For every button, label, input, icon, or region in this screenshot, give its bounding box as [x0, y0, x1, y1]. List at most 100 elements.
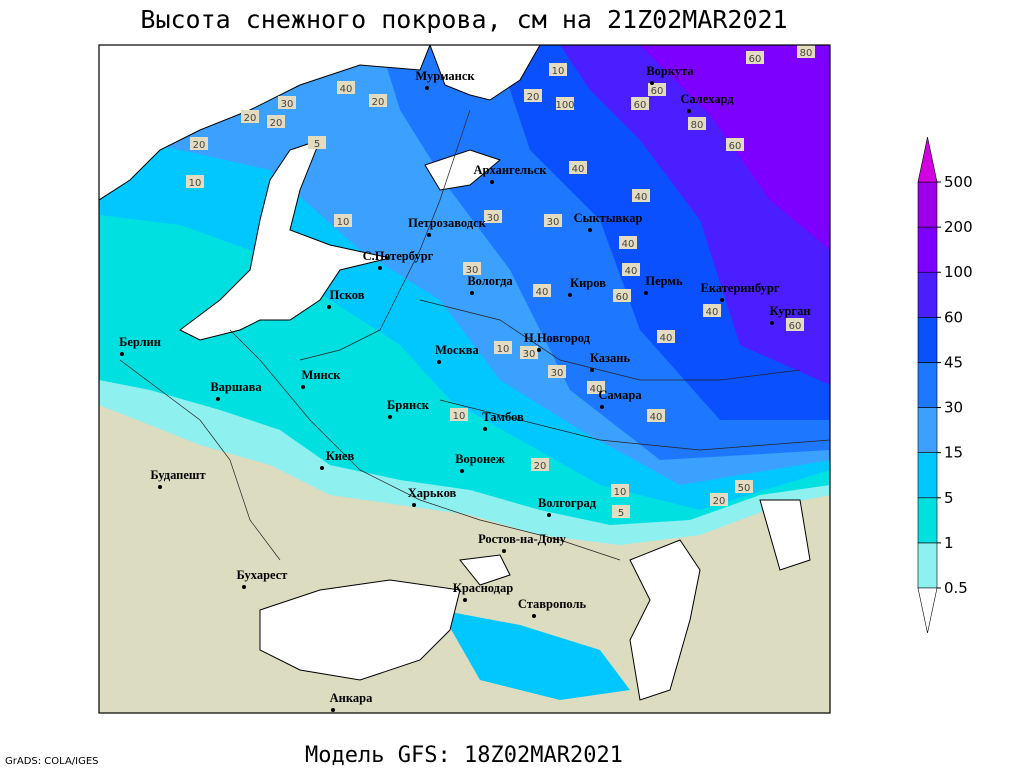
- contour-label-box: [549, 63, 567, 76]
- contour-label-box: [267, 115, 285, 128]
- city-label: Казань: [590, 351, 631, 365]
- legend-label: 0.5: [944, 579, 968, 597]
- city-label: Волгоград: [538, 496, 597, 510]
- contour-label-box: [631, 97, 649, 110]
- city-dot: [463, 598, 467, 602]
- snow-zone: [440, 610, 630, 700]
- city-label: Харьков: [408, 486, 457, 500]
- contour-label-box: [622, 263, 640, 276]
- contour-label: 20: [372, 97, 385, 108]
- legend-swatch: [917, 317, 938, 363]
- contour-label-box: [308, 136, 326, 149]
- contour-label-box: [587, 381, 605, 394]
- contour-label: 80: [800, 48, 813, 59]
- contour-label: 30: [547, 217, 560, 228]
- legend-under: [917, 587, 938, 634]
- legend-label: 200: [944, 218, 973, 236]
- city-label: Тамбов: [482, 410, 524, 424]
- contour-label-box: [524, 89, 542, 102]
- contour-label-box: [450, 408, 468, 421]
- contour-label: 20: [244, 113, 257, 124]
- contour-label: 60: [634, 100, 647, 111]
- contour-label: 30: [487, 213, 500, 224]
- contour-label-box: [647, 409, 665, 422]
- legend-over: [917, 136, 938, 183]
- contour-label-box: [612, 505, 630, 518]
- sea: [429, 45, 541, 101]
- sea: [179, 139, 391, 341]
- contour-label: 5: [618, 508, 624, 519]
- city-dot: [644, 291, 648, 295]
- map: 10 20 60 100 80 40 20 20 60 60 80 60 20 5 20 30 10 40 40 30…: [99, 45, 830, 713]
- contour-label-box: [611, 484, 629, 497]
- credit: GrADS: COLA/IGES: [5, 756, 99, 767]
- city-dot: [588, 228, 592, 232]
- title: Высота снежного покрова, см на 21Z02MAR2…: [140, 5, 787, 34]
- legend-swatch: [917, 181, 938, 228]
- contour-label-box: [190, 137, 208, 150]
- legend-label: 5: [944, 489, 954, 507]
- legend-swatch: [917, 542, 938, 589]
- city-label: Варшава: [210, 380, 262, 394]
- subtitle: Модель GFS: 18Z02MAR2021: [305, 743, 623, 768]
- city-dot: [502, 549, 506, 553]
- city-label: Мурманск: [415, 69, 475, 83]
- city-label: Екатеринбург: [701, 281, 780, 295]
- contour-label-box: [241, 110, 259, 123]
- city-label: Бухарест: [237, 568, 288, 582]
- contour-label: 60: [651, 86, 664, 97]
- city-label: Киров: [570, 276, 606, 290]
- contour-label: 30: [551, 368, 564, 379]
- contour-label: 40: [625, 266, 638, 277]
- city-dot: [158, 485, 162, 489]
- city-dot: [327, 305, 331, 309]
- city-label: Берлин: [119, 335, 161, 349]
- sea: [259, 579, 461, 681]
- city-dot: [490, 180, 494, 184]
- contour-label-box: [632, 189, 650, 202]
- city-dot: [412, 503, 416, 507]
- map-frame: [98, 44, 831, 714]
- contour-label-box: [613, 289, 631, 302]
- contour-label: 20: [270, 118, 283, 129]
- legend-label: 15: [944, 444, 963, 462]
- city-label: Краснодар: [453, 581, 513, 595]
- city-label: Салехард: [680, 92, 734, 106]
- contour-label: 10: [337, 217, 350, 228]
- city-dot: [301, 385, 305, 389]
- city-dot: [470, 291, 474, 295]
- city-label: Будапешт: [150, 468, 205, 482]
- contour-label-box: [463, 262, 481, 275]
- contour-label: 40: [536, 287, 549, 298]
- contour-label-box: [494, 341, 512, 354]
- contour-label: 100: [555, 100, 574, 111]
- city-dot: [600, 405, 604, 409]
- contour-label: 30: [466, 265, 479, 276]
- city-label: Н.Новгород: [524, 331, 591, 345]
- city-dot: [483, 427, 487, 431]
- city-label: Петрозаводск: [408, 216, 486, 230]
- city-label: Минск: [302, 368, 342, 382]
- sea: [459, 554, 511, 586]
- sea: [759, 499, 811, 571]
- sea: [424, 149, 502, 191]
- city-dot: [547, 513, 551, 517]
- contour-label-box: [337, 81, 355, 94]
- contour-label-box: [186, 175, 204, 188]
- legend-label: 30: [944, 399, 963, 417]
- contour-label: 30: [281, 99, 294, 110]
- sea: [629, 539, 701, 701]
- contour-label-box: [556, 97, 574, 110]
- contour-label: 40: [660, 333, 673, 344]
- city-label: Ростов-на-Дону: [478, 532, 567, 546]
- legend-label: 500: [944, 173, 973, 191]
- contour-label: 20: [527, 92, 540, 103]
- city-dot: [242, 585, 246, 589]
- contour-label-box: [533, 284, 551, 297]
- city-dot: [687, 109, 691, 113]
- city-dot: [120, 352, 124, 356]
- city-dot: [378, 266, 382, 270]
- city-label: Сыктывкар: [574, 211, 643, 225]
- city-dot: [331, 708, 335, 712]
- city-label: Пермь: [645, 274, 683, 288]
